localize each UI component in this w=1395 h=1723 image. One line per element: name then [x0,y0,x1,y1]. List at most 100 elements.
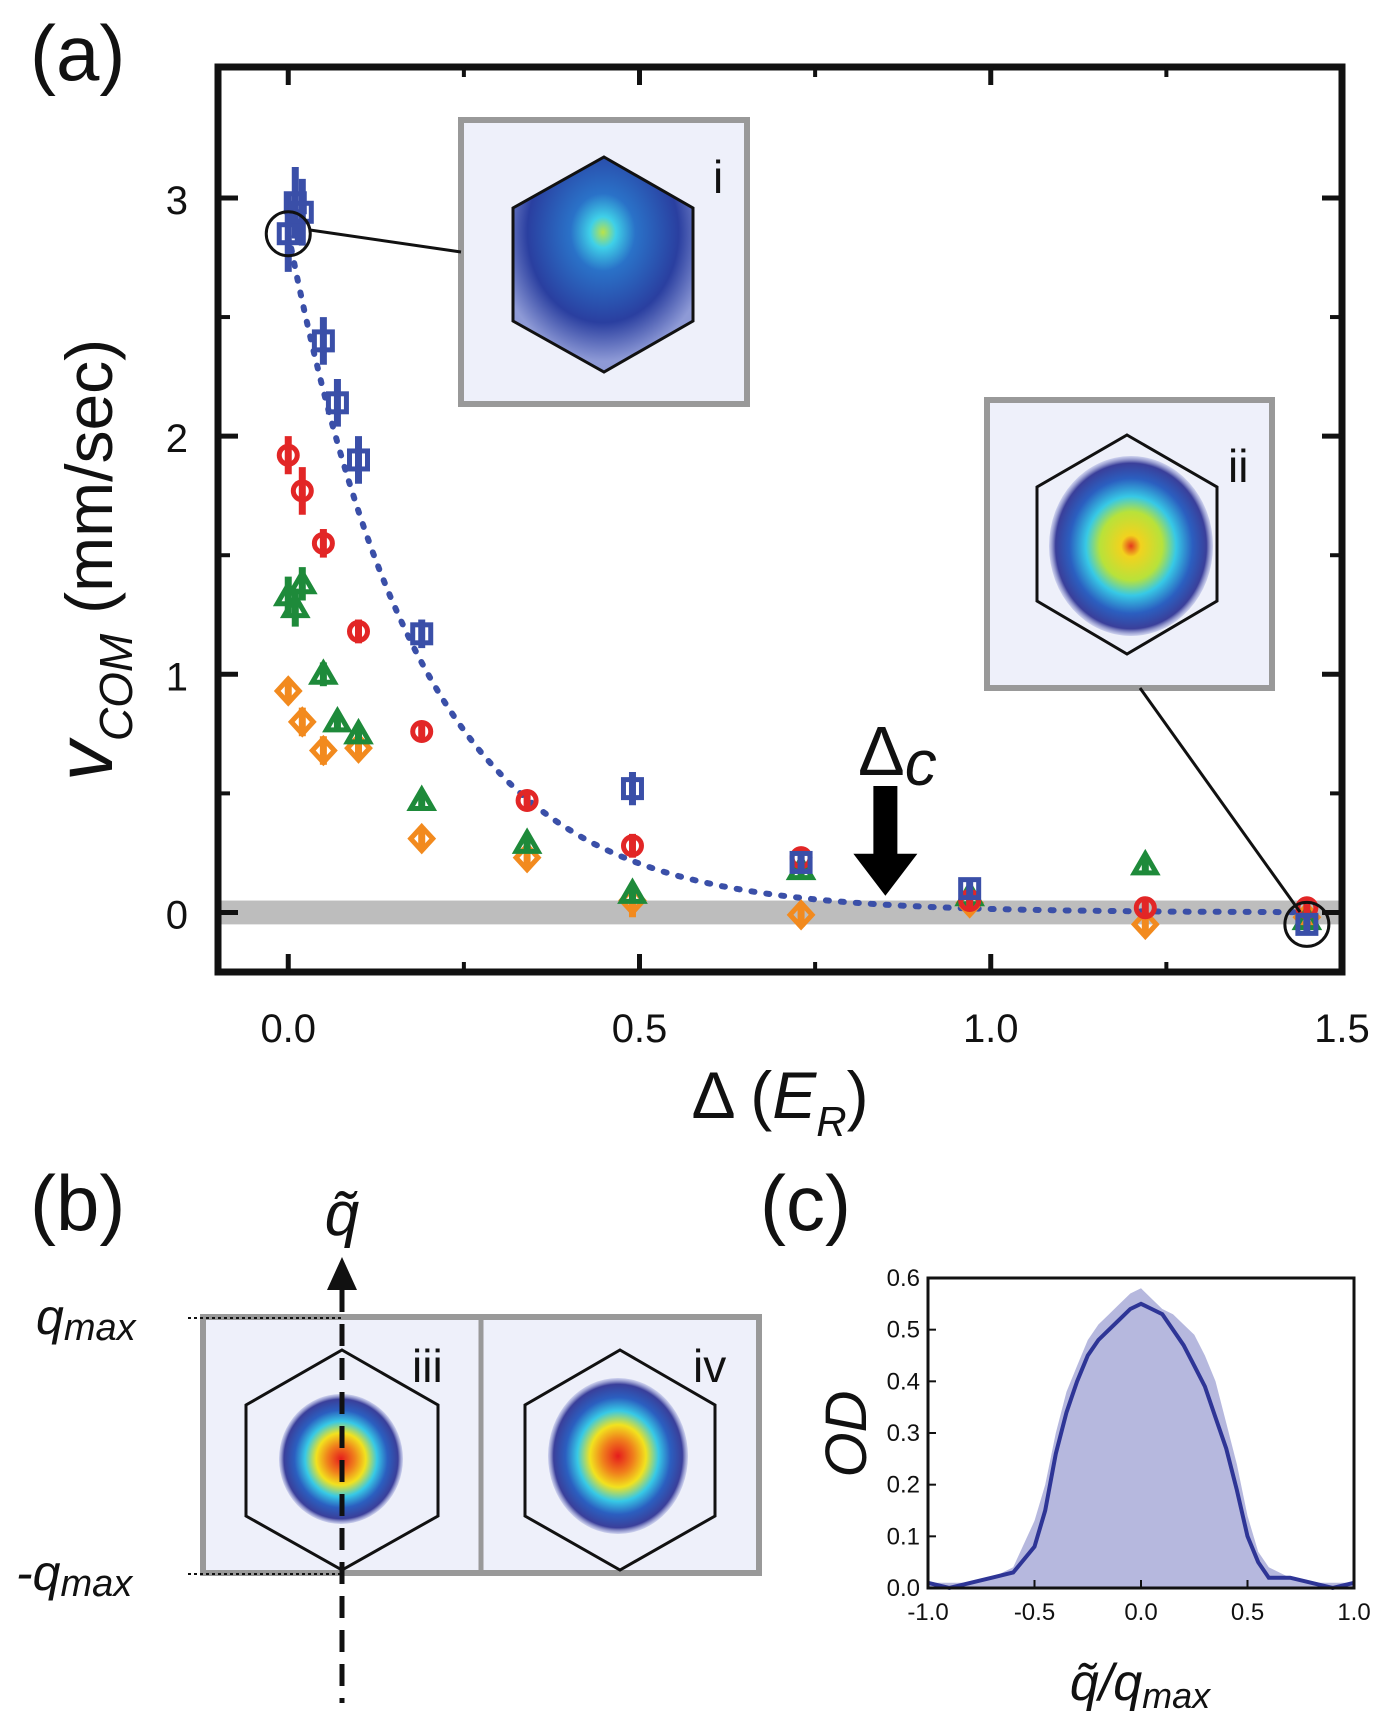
x-tick-label: 0.5 [612,1007,668,1051]
c-x-tick-label: -0.5 [1014,1599,1055,1626]
q-axis-symbol: q̃ [325,1180,360,1249]
c-y-tick-label: 0.6 [887,1265,920,1292]
critical-delta-label: Δc [858,712,937,799]
circle-marker [515,789,539,813]
x-tick-label: 1.5 [1314,1007,1370,1051]
inset-i-connector [309,228,462,254]
highlight-circle-i [264,210,312,258]
inset-i-label: i [713,151,723,203]
red-circle-point [290,467,314,515]
red-circle-point [311,529,335,558]
square-marker [347,448,370,472]
y-axis-title-units: (mm/sec) [52,339,126,614]
orange-diamond-point [287,706,317,738]
triangle-marker [406,784,438,812]
orange-diamond-point [407,822,437,855]
c-y-tick-label: 0.1 [887,1523,920,1550]
inset-iii-label: iii [412,1340,443,1392]
fit-curve [285,230,1310,916]
green-triangle-point [286,567,318,601]
panel-c-ticks: -1.0 -0.5 0.0 0.5 1.0 0.0 0.1 0.2 0.3 0.4 0.5 0.6 [887,1265,1371,1626]
blue-square-point [789,850,813,874]
inset-i-hexagon [511,155,695,374]
c-x-tick-label: 0.0 [1124,1599,1157,1626]
line-profile [927,1301,1355,1591]
blue-square-point [1295,912,1319,936]
panel-c-y-axis-title: OD [814,1391,879,1478]
inset-iii-iv: iii iv [200,1314,762,1576]
c-y-tick-label: 0.3 [887,1420,920,1447]
x-tick-label: 1.0 [963,1007,1019,1051]
critical-delta-arrow [853,786,918,896]
diamond-marker [407,822,437,855]
orange-diamond-point [308,734,338,767]
c-x-tick-label: 1.0 [1337,1599,1370,1626]
triangle-marker [286,567,318,595]
circle-marker [1133,896,1157,920]
green-triangle-point [279,588,311,627]
y-tick-label: 0 [166,893,188,937]
panel-a-axes-frame [214,63,1346,976]
triangle-marker [279,591,311,619]
qmax-label-sub: max [64,1307,138,1349]
diamond-marker [308,734,338,767]
diamond-marker [786,899,816,931]
panel-a-y-axis-title: vCOM (mm/sec) [40,339,142,781]
blue-square-point [958,877,982,901]
c-y-tick-label: 0.2 [887,1472,920,1499]
red-circle-point [620,833,644,858]
circle-marker [347,619,370,643]
green-triangle-point [322,705,353,733]
x-axis-title-subscript: R [816,1098,846,1145]
blue-square-point [311,317,335,365]
green-triangle-point [343,717,374,745]
triangle-marker [511,827,543,854]
green-triangle-point [1129,848,1161,876]
panel-c-x-axis-title-main: q̃/q [1070,1654,1142,1712]
qmax-label-main: q [36,1289,64,1345]
inset-iv-cloud [548,1378,688,1534]
panel-c-x-axis-title-sub: max [1142,1675,1212,1716]
inset-ii: ii [984,397,1275,691]
panel-c-label: (c) [760,1159,851,1247]
diamond-marker [1130,908,1160,941]
triangle-marker [322,705,353,733]
square-marker [325,391,349,415]
diamond-marker [287,706,317,738]
inset-i: i [458,117,750,407]
square-marker [311,329,335,353]
neg-qmax-label-sub: max [60,1563,134,1605]
fit-curve-group [285,230,1310,916]
inset-ii-cloud [1049,456,1213,636]
red-circle-point [515,789,539,813]
green-triangle-point [617,877,648,904]
green-triangle-point [406,784,438,812]
y-tick-label: 1 [166,655,188,699]
triangle-marker [343,717,374,745]
panel-a-ticks: 0.0 0.5 1.0 1.5 0 1 2 3 [166,67,1370,1051]
red-circle-point [410,719,434,743]
square-marker [789,850,813,874]
red-circle-point [1133,896,1157,920]
q-axis-arrowhead [327,1257,357,1290]
circle-marker [620,834,644,858]
inset-ii-label: ii [1228,440,1248,492]
critical-delta-symbol: Δ [858,712,905,790]
blue-square-point [410,619,434,649]
orange-diamond-point [786,899,816,931]
blue-square-point [325,378,349,427]
c-x-tick-label: -1.0 [907,1599,948,1626]
circle-marker [276,443,300,467]
highlight-circle-ii [1283,900,1331,948]
neg-qmax-label: -qmax [16,1545,134,1605]
green-triangle-point [511,827,543,854]
neg-qmax-label-main: -q [16,1545,61,1601]
green-triangle-point [308,658,339,687]
triangle-marker [308,658,339,685]
blue-square-point [620,771,644,806]
blue-square-point [347,436,370,484]
c-y-tick-label: 0.5 [887,1317,920,1344]
zero-band [218,900,1342,925]
panel-a-zero-band-group [218,900,1342,925]
svg-text:vCOM(mm/sec): vCOM (mm/sec) [40,339,142,781]
